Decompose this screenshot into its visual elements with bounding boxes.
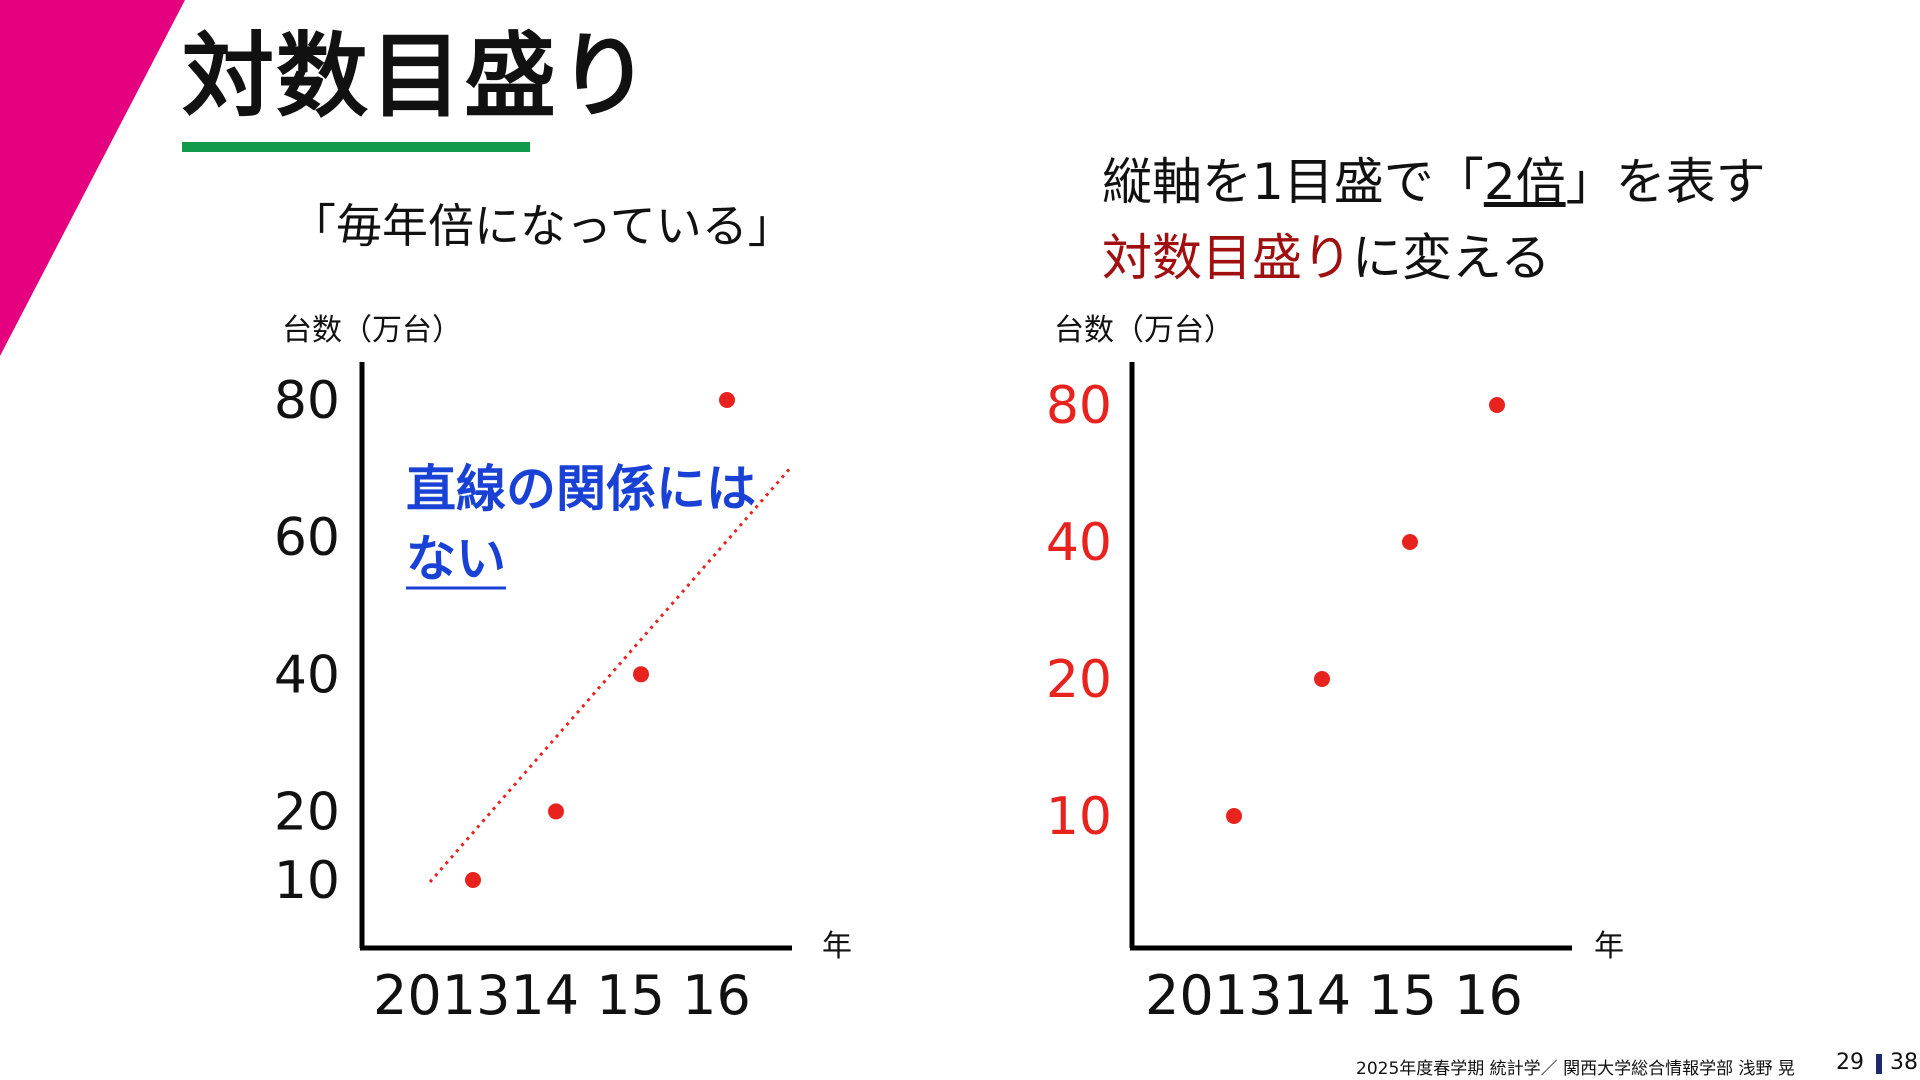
data-point [1489,397,1505,413]
y-tick-label: 60 [274,508,340,568]
note-line-1: 縦軸を1目盛で「2倍」を表す [1102,142,1766,214]
y-tick-label: 80 [274,371,340,431]
x-axis-label: 年 [1594,929,1624,964]
footer-text: 2025年度春学期 統計学／ 関西大学総合情報学部 浅野 晃 [1356,1059,1795,1079]
data-point [1402,534,1418,550]
note-log-scale-term: 対数目盛り [1102,229,1352,287]
page-number: 29 [1836,1050,1864,1075]
y-tick-label: 20 [1046,650,1112,710]
data-point [465,872,481,888]
y-tick-label: 40 [1046,513,1112,573]
y-tick-label: 10 [274,851,340,911]
data-point [548,803,564,820]
annotation-line-1: 直線の関係には [406,460,756,518]
note-line-2: 対数目盛りに変える [1102,218,1551,290]
title-underline [182,142,530,152]
accent-triangle [0,0,185,356]
right-chart-ylabel: 台数（万台） [1054,313,1234,348]
x-tick-labels: 201314 15 16 [1145,964,1523,1027]
x-tick-labels: 201314 15 16 [373,964,751,1027]
y-tick-label: 80 [1046,376,1112,436]
note-text-emphasis: 2倍 [1483,153,1566,211]
page-separator [1876,1054,1882,1074]
y-tick-label: 10 [1046,787,1112,847]
data-point [719,392,735,408]
y-tick-label: 40 [274,645,340,705]
data-point [1226,808,1242,824]
y-tick-label: 20 [274,782,340,842]
page-title: 対数目盛り [182,23,653,130]
note-text-c: 」を表す [1565,153,1766,211]
note-text-d: に変える [1352,229,1551,287]
annotation-line-2: ない [406,530,506,588]
subtitle: 「毎年倍になっている」 [290,199,794,253]
data-point [633,666,649,683]
left-chart-ylabel: 台数（万台） [282,313,462,348]
x-axis-label: 年 [822,929,852,964]
data-point [1314,671,1330,687]
note-text-a: 縦軸を1目盛で「 [1102,153,1484,211]
page-total: 38 [1890,1050,1918,1075]
